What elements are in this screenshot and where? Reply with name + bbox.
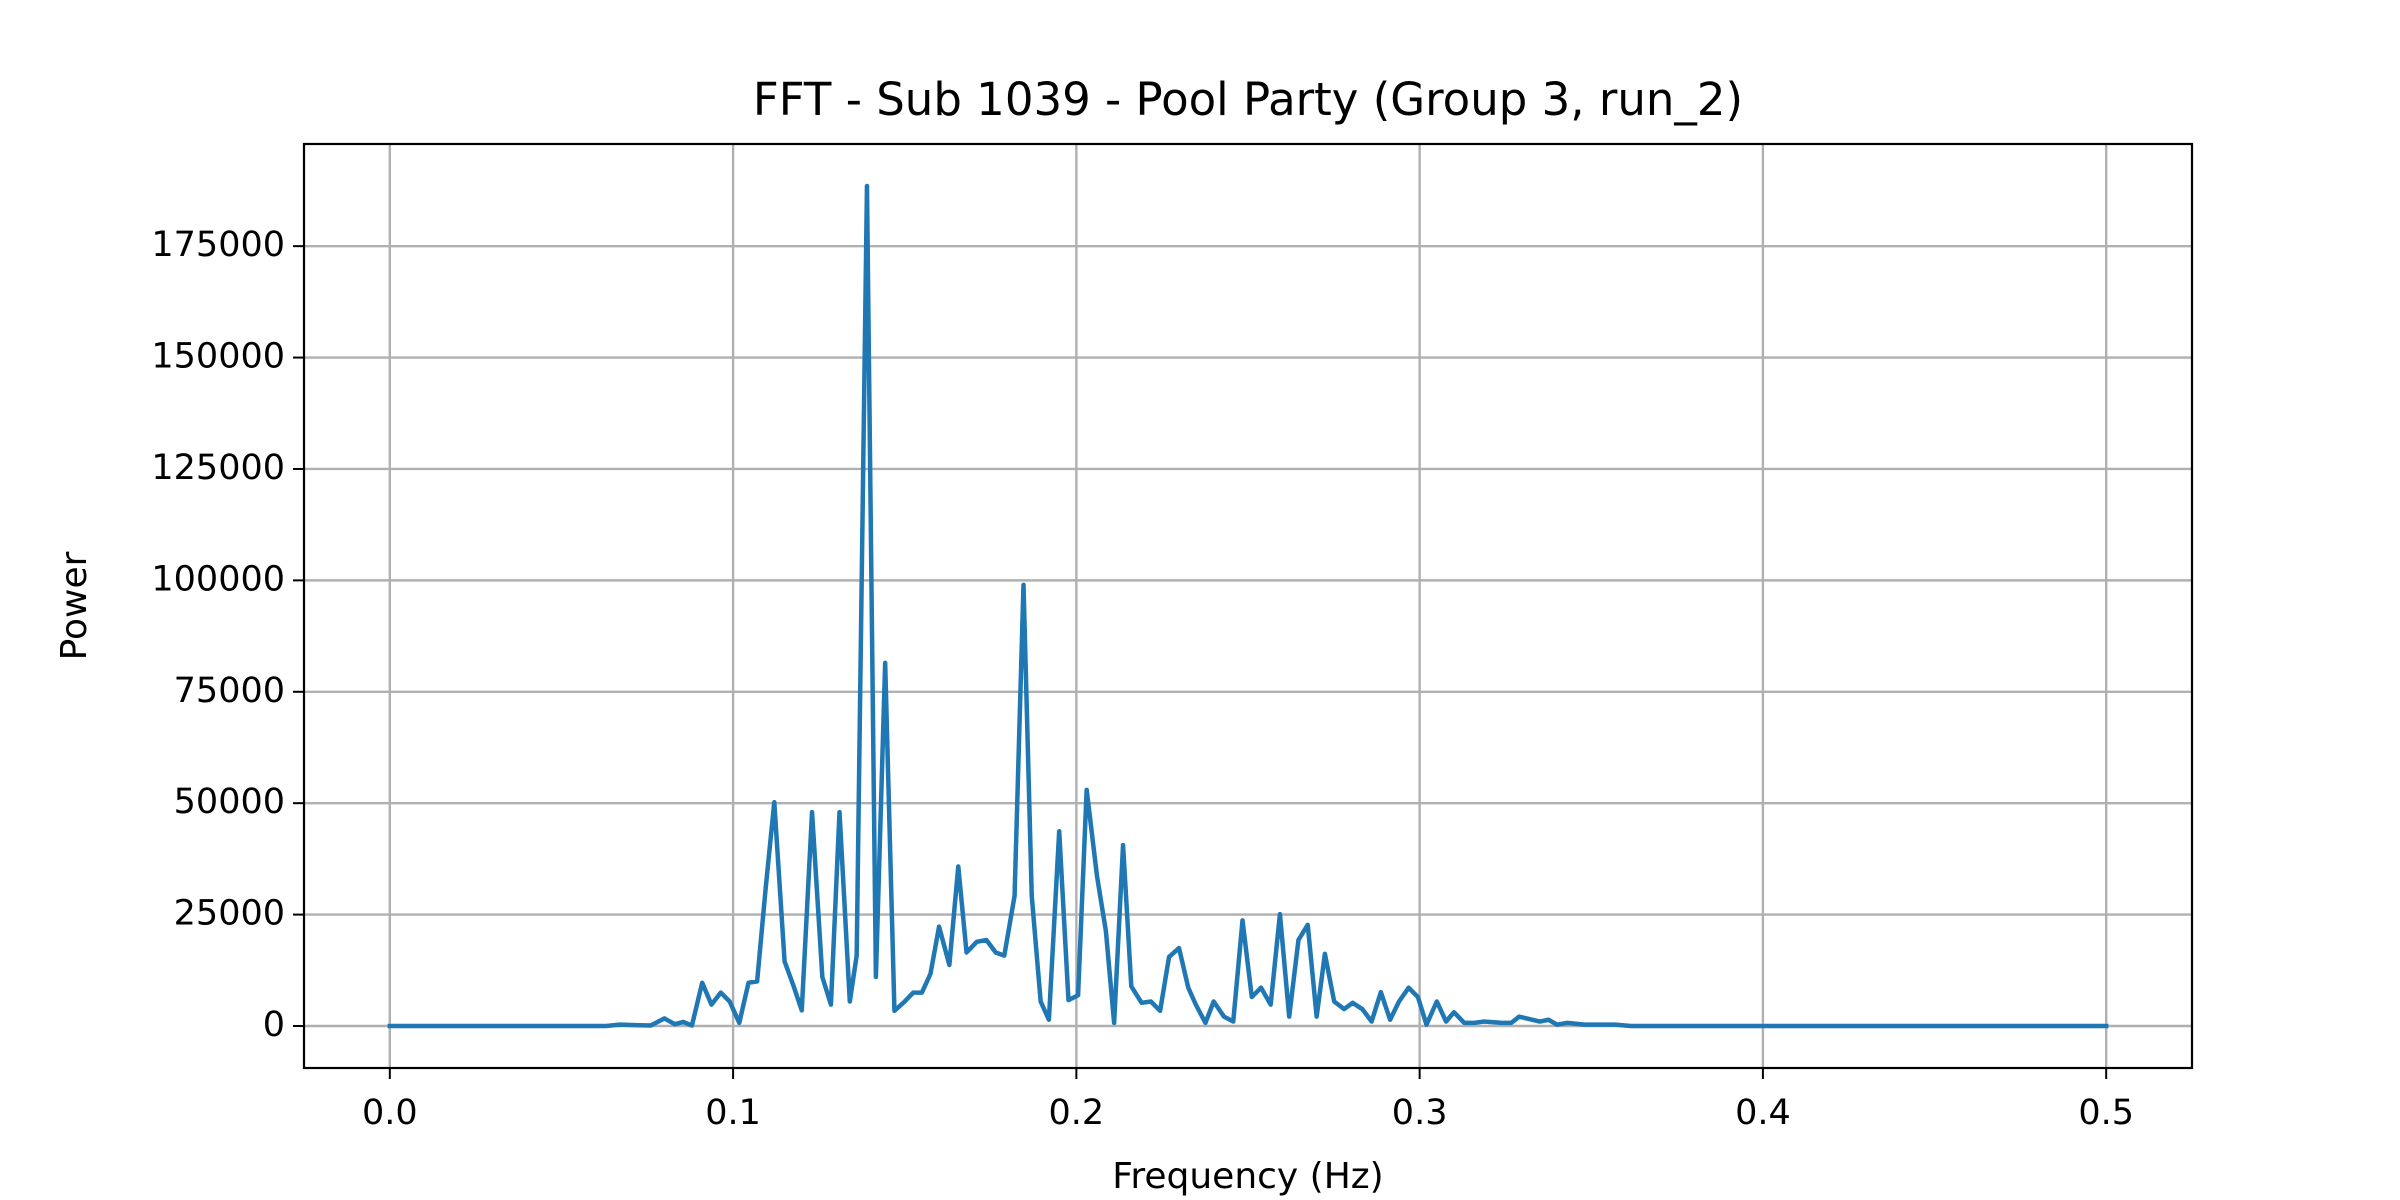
x-tick-label: 0.3 [1392,1093,1448,1133]
x-tick-label: 0.5 [2078,1093,2134,1133]
y-tick-label: 75000 [174,671,285,711]
y-tick-label: 0 [263,1005,285,1045]
y-tick-label: 50000 [174,782,285,822]
y-tick-label: 25000 [174,894,285,934]
x-tick-label: 0.2 [1049,1093,1105,1133]
x-axis-label: Frequency (Hz) [1112,1156,1383,1197]
y-axis-label: Power [54,551,95,660]
data-line [387,183,2109,1029]
y-tick-label: 125000 [151,448,285,488]
y-tick-label: 100000 [151,559,285,599]
y-tick-label: 175000 [151,225,285,265]
plot-frame [302,142,2194,1070]
chart-title: FFT - Sub 1039 - Pool Party (Group 3, ru… [753,73,1743,126]
x-tick-label: 0.4 [1735,1093,1791,1133]
x-tick-label: 0.0 [362,1093,418,1133]
y-tick-label: 150000 [151,337,285,377]
x-tick-label: 0.1 [705,1093,761,1133]
